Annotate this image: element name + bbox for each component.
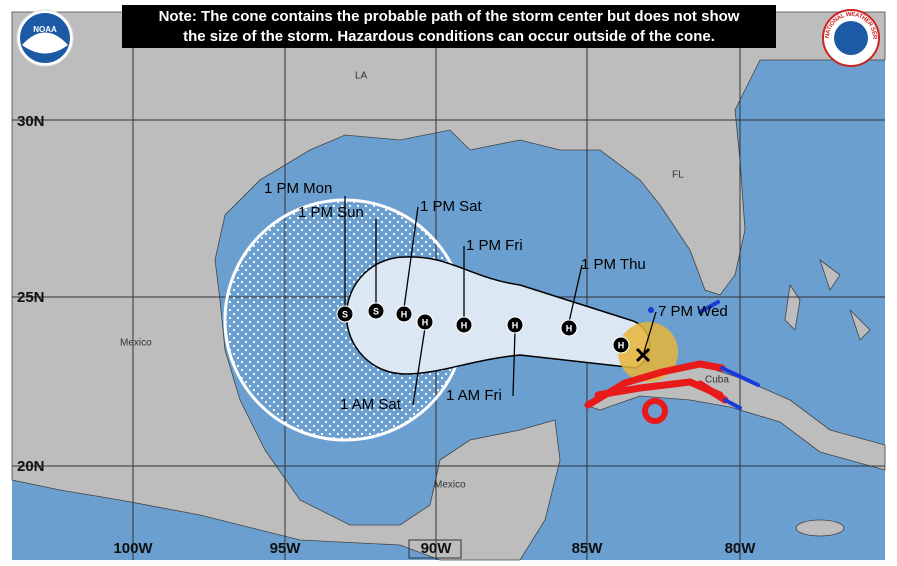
place-labels: LA FL Mexico Mexico Cuba [120, 71, 729, 491]
point: H [560, 319, 578, 337]
place-label: Cuba [705, 375, 729, 386]
point-symbol: H [618, 340, 625, 350]
lat-label: 30N [17, 113, 45, 130]
point-symbol: H [566, 323, 573, 333]
note-box [122, 5, 776, 48]
time-label: 1 AM Fri [446, 387, 502, 404]
grid-labels: 30N 25N 20N 100W 95W 90W 85W 80W [17, 113, 757, 559]
leader [568, 264, 583, 323]
lat-label: 25N [17, 289, 45, 306]
hurricane-warning [642, 398, 668, 424]
place-label: Mexico [120, 338, 152, 349]
hurricane-warning [696, 380, 729, 404]
forecast-points: S S H H H H H H [336, 302, 630, 354]
noaa-logo: NOAA [16, 9, 74, 67]
storm-watch [723, 398, 742, 410]
point-symbol: H [401, 309, 408, 319]
current-dot [648, 307, 654, 313]
time-labels: 1 PM Mon 1 PM Sun 1 PM Sat 1 PM Fri 1 PM… [264, 180, 728, 413]
land-mainland [11, 11, 886, 561]
point: H [416, 313, 434, 331]
leader [403, 206, 419, 309]
land-jamaica [795, 519, 845, 537]
leader [412, 327, 426, 406]
point-symbol: H [512, 320, 519, 330]
point: H [612, 336, 630, 354]
point-symbol: H [422, 317, 429, 327]
point-symbol: H [461, 320, 468, 330]
storm-watch [698, 300, 720, 314]
leader [643, 311, 657, 353]
leader-lines [344, 196, 657, 406]
point: H [506, 316, 524, 334]
point: S [367, 302, 385, 320]
note-line: the size of the storm. Hazardous conditi… [183, 28, 715, 45]
point: H [455, 316, 473, 334]
warnings [584, 300, 760, 424]
point: S [336, 305, 354, 323]
place-label: Mexico [434, 480, 466, 491]
lon-label: 100W [113, 540, 153, 557]
time-label: 1 AM Sat [340, 396, 402, 413]
label-box [408, 539, 462, 559]
lat-label: 20N [17, 458, 45, 475]
time-label: 1 PM Mon [264, 180, 332, 197]
point-symbol: S [342, 309, 348, 319]
point-symbol: S [373, 306, 379, 316]
lon-label: 90W [421, 540, 453, 557]
time-label: 1 PM Sun [298, 204, 364, 221]
time-label: 1 PM Sat [420, 198, 483, 215]
time-label: 7 PM Wed [658, 303, 728, 320]
lon-label: 95W [270, 540, 302, 557]
current-position [635, 347, 651, 363]
place-label: FL [672, 170, 684, 181]
storm-watch [720, 366, 760, 387]
logo-text: NOAA [33, 25, 57, 34]
leader [512, 330, 516, 397]
lon-label: 85W [572, 540, 604, 557]
land-bahamas [784, 258, 871, 341]
place-label: LA [355, 71, 368, 82]
point: H [395, 305, 413, 323]
note-line: Note: The cone contains the probable pat… [159, 8, 740, 25]
time-label: 1 PM Fri [466, 237, 523, 254]
lon-label: 80W [725, 540, 757, 557]
time-label: 1 PM Thu [581, 256, 646, 273]
